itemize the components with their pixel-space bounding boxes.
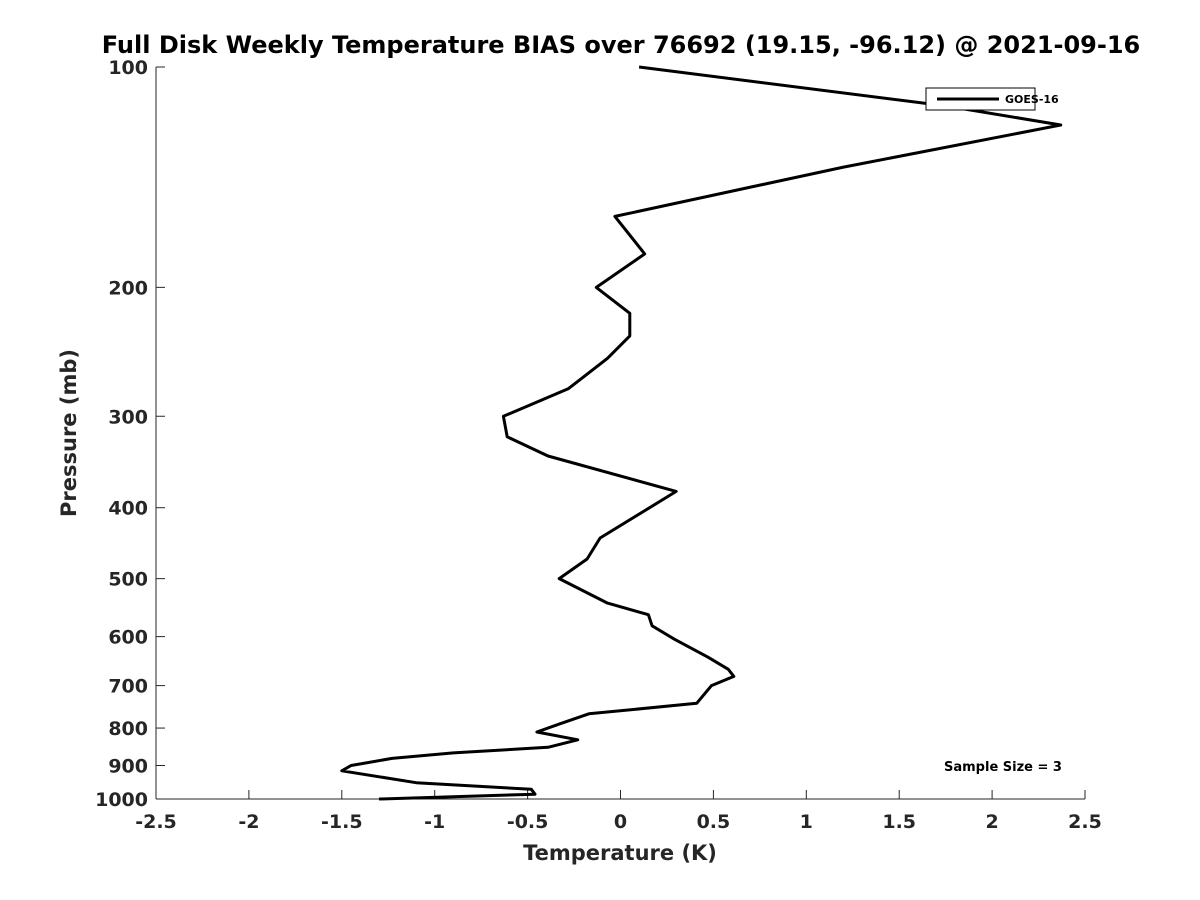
- x-ticks: -2.5 -2 -1.5 -1 -0.5 0 0.5 1 1.5 2 2.5: [135, 790, 1102, 833]
- x-tick-label: 2.5: [1068, 811, 1102, 833]
- y-tick-label: 800: [108, 718, 148, 740]
- legend: GOES-16: [925, 87, 1059, 111]
- y-tick-label: 300: [108, 406, 148, 428]
- x-tick-label: 0: [614, 811, 627, 833]
- y-tick-label: 1000: [95, 789, 148, 811]
- sample-size-annotation: Sample Size = 3: [944, 760, 1062, 775]
- x-tick-label: -1: [424, 811, 445, 833]
- y-tick-label: 600: [108, 627, 148, 649]
- x-axis-label: Temperature (K): [523, 841, 717, 865]
- x-tick-label: 1: [800, 811, 813, 833]
- chart-title: Full Disk Weekly Temperature BIAS over 7…: [102, 31, 1141, 59]
- x-tick-label: -2.5: [135, 811, 177, 833]
- y-tick-label: 200: [108, 277, 148, 299]
- y-tick-label: 100: [108, 57, 148, 79]
- y-ticks: 100 200 300 400 500 600 700 800 900 1000: [95, 57, 165, 811]
- series-line-goes-16: [340, 65, 1063, 801]
- plot-area: [156, 67, 1085, 799]
- legend-label: GOES-16: [1005, 93, 1059, 106]
- y-tick-label: 900: [108, 756, 148, 778]
- x-tick-label: 0.5: [697, 811, 731, 833]
- y-tick-label: 500: [108, 569, 148, 591]
- x-tick-label: -1.5: [321, 811, 363, 833]
- x-tick-label: -0.5: [507, 811, 549, 833]
- x-tick-label: -2: [238, 811, 259, 833]
- y-axis-label: Pressure (mb): [57, 349, 81, 517]
- y-tick-label: 400: [108, 498, 148, 520]
- y-tick-label: 700: [108, 676, 148, 698]
- x-tick-label: 2: [985, 811, 998, 833]
- x-tick-label: 1.5: [882, 811, 916, 833]
